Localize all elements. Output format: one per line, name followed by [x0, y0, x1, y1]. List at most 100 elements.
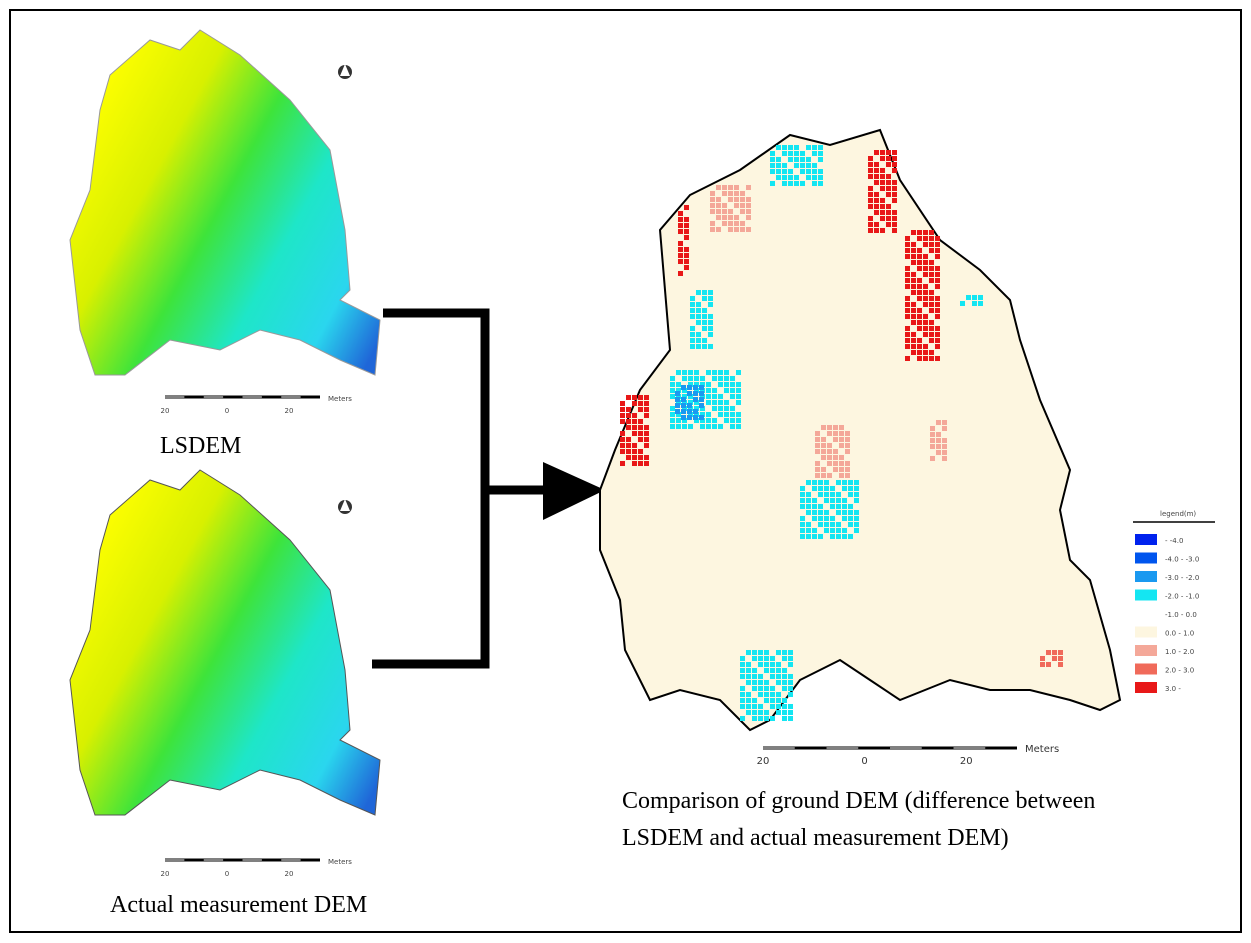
difference-cell — [700, 424, 705, 429]
difference-cell — [845, 467, 850, 472]
difference-cell — [800, 504, 805, 509]
difference-cell — [716, 215, 721, 220]
difference-cell — [758, 674, 763, 679]
difference-cell — [632, 455, 637, 460]
difference-cell — [644, 461, 649, 466]
difference-cell — [746, 650, 751, 655]
difference-cell — [696, 302, 701, 307]
difference-cell — [1058, 650, 1063, 655]
difference-cell — [917, 296, 922, 301]
difference-cell — [874, 228, 879, 233]
difference-cell — [812, 516, 817, 521]
difference-cell — [752, 710, 757, 715]
difference-cell — [836, 528, 841, 533]
figure: LSDEM Actual measurement DEM Comparison … — [0, 0, 1251, 943]
difference-cell — [800, 151, 805, 156]
difference-cell — [770, 704, 775, 709]
difference-cell — [917, 254, 922, 259]
difference-cell — [740, 203, 745, 208]
difference-cell — [764, 716, 769, 721]
difference-cell — [1046, 662, 1051, 667]
legend-swatch — [1135, 571, 1157, 582]
legend-label: 0.0 - 1.0 — [1165, 630, 1194, 638]
difference-cell — [684, 217, 689, 222]
difference-cell — [724, 406, 729, 411]
difference-cell — [736, 388, 741, 393]
difference-cell — [824, 492, 829, 497]
difference-cell — [917, 236, 922, 241]
difference-cell — [854, 492, 859, 497]
difference-cell — [770, 674, 775, 679]
difference-cell — [848, 504, 853, 509]
difference-cell — [702, 296, 707, 301]
difference-cell — [854, 498, 859, 503]
difference-cell — [905, 302, 910, 307]
difference-cell — [758, 662, 763, 667]
difference-cell — [675, 409, 680, 414]
difference-cell — [942, 438, 947, 443]
difference-cell — [788, 704, 793, 709]
difference-cell — [815, 467, 820, 472]
difference-cell — [730, 382, 735, 387]
difference-cell — [845, 473, 850, 478]
difference-cell — [874, 192, 879, 197]
legend-title: legend(m) — [1160, 510, 1196, 518]
difference-cell — [929, 290, 934, 295]
difference-cell — [710, 209, 715, 214]
difference-cell — [930, 444, 935, 449]
difference-cell — [632, 401, 637, 406]
difference-cell — [911, 278, 916, 283]
difference-cell — [827, 449, 832, 454]
difference-cell — [923, 314, 928, 319]
legend-label: 2.0 - 3.0 — [1165, 667, 1194, 675]
difference-cell — [818, 492, 823, 497]
difference-cell — [758, 656, 763, 661]
difference-cell — [736, 382, 741, 387]
difference-cell — [923, 260, 928, 265]
difference-cell — [746, 668, 751, 673]
difference-cell — [935, 242, 940, 247]
difference-cell — [730, 376, 735, 381]
difference-cell — [770, 157, 775, 162]
difference-cell — [874, 222, 879, 227]
legend-swatch — [1135, 590, 1157, 601]
difference-cell — [632, 443, 637, 448]
difference-cell — [746, 674, 751, 679]
difference-cell — [682, 376, 687, 381]
difference-cell — [728, 197, 733, 202]
difference-cell — [740, 209, 745, 214]
difference-cell — [782, 145, 787, 150]
difference-cell — [758, 716, 763, 721]
difference-cell — [930, 438, 935, 443]
difference-cell — [708, 332, 713, 337]
difference-cell — [770, 181, 775, 186]
difference-cell — [839, 437, 844, 442]
difference-cell — [740, 668, 745, 673]
difference-cell — [812, 145, 817, 150]
difference-cell — [892, 210, 897, 215]
difference-cell — [718, 412, 723, 417]
difference-cell — [708, 320, 713, 325]
difference-cell — [923, 284, 928, 289]
difference-cell — [892, 162, 897, 167]
difference-cell — [923, 356, 928, 361]
difference-cell — [670, 412, 675, 417]
difference-cell — [929, 356, 934, 361]
difference-cell — [821, 437, 826, 442]
difference-cell — [845, 431, 850, 436]
difference-cell — [718, 394, 723, 399]
difference-cell — [917, 320, 922, 325]
difference-cell — [670, 418, 675, 423]
difference-cell — [842, 486, 847, 491]
difference-cell — [812, 480, 817, 485]
difference-cell — [620, 461, 625, 466]
difference-cell — [670, 394, 675, 399]
difference-cell — [764, 656, 769, 661]
difference-cell — [708, 326, 713, 331]
difference-cell — [800, 522, 805, 527]
difference-cell — [710, 191, 715, 196]
difference-cell — [740, 674, 745, 679]
difference-cell — [724, 388, 729, 393]
difference-cell — [693, 397, 698, 402]
difference-cell — [626, 413, 631, 418]
